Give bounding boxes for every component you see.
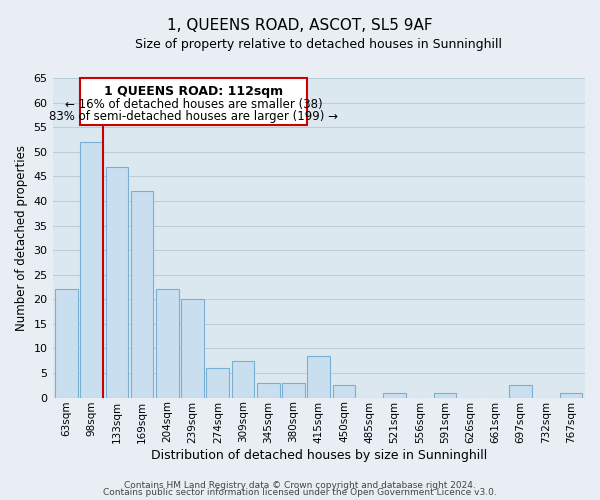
Bar	[181, 300, 204, 398]
Bar	[282, 383, 305, 398]
Title: Size of property relative to detached houses in Sunninghill: Size of property relative to detached ho…	[135, 38, 502, 51]
Text: ← 16% of detached houses are smaller (38): ← 16% of detached houses are smaller (38…	[65, 98, 323, 110]
Text: 83% of semi-detached houses are larger (199) →: 83% of semi-detached houses are larger (…	[49, 110, 338, 123]
Bar	[131, 191, 154, 398]
Bar	[232, 361, 254, 398]
Bar	[106, 166, 128, 398]
Bar	[383, 392, 406, 398]
Bar	[509, 386, 532, 398]
FancyBboxPatch shape	[80, 78, 307, 125]
Text: 1 QUEENS ROAD: 112sqm: 1 QUEENS ROAD: 112sqm	[104, 86, 283, 98]
Bar	[80, 142, 103, 398]
Bar	[434, 392, 457, 398]
Bar	[332, 386, 355, 398]
Text: 1, QUEENS ROAD, ASCOT, SL5 9AF: 1, QUEENS ROAD, ASCOT, SL5 9AF	[167, 18, 433, 32]
Bar	[307, 356, 330, 398]
Bar	[257, 383, 280, 398]
X-axis label: Distribution of detached houses by size in Sunninghill: Distribution of detached houses by size …	[151, 450, 487, 462]
Text: Contains HM Land Registry data © Crown copyright and database right 2024.: Contains HM Land Registry data © Crown c…	[124, 480, 476, 490]
Bar	[55, 290, 78, 398]
Bar	[206, 368, 229, 398]
Bar	[560, 392, 583, 398]
Y-axis label: Number of detached properties: Number of detached properties	[15, 145, 28, 331]
Bar	[156, 290, 179, 398]
Text: Contains public sector information licensed under the Open Government Licence v3: Contains public sector information licen…	[103, 488, 497, 497]
